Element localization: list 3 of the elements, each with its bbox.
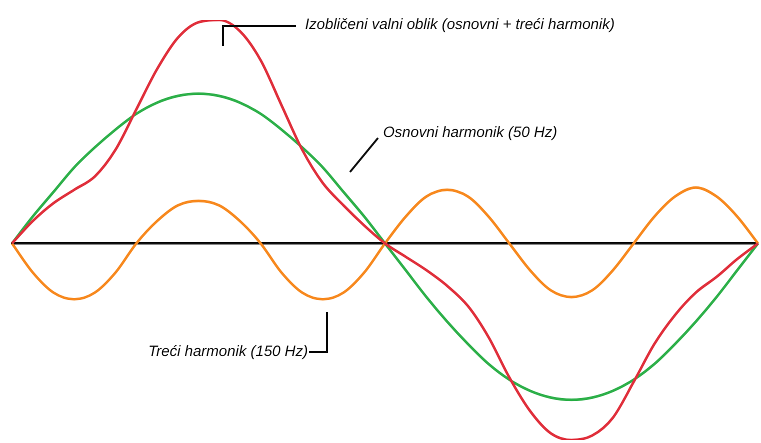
annotation: Treći harmonik (150 Hz) <box>148 343 308 360</box>
annotation: Izobličeni valni oblik (osnovni + treći harmonik) <box>305 16 615 33</box>
annotation: Osnovni harmonik (50 Hz) <box>383 124 558 141</box>
